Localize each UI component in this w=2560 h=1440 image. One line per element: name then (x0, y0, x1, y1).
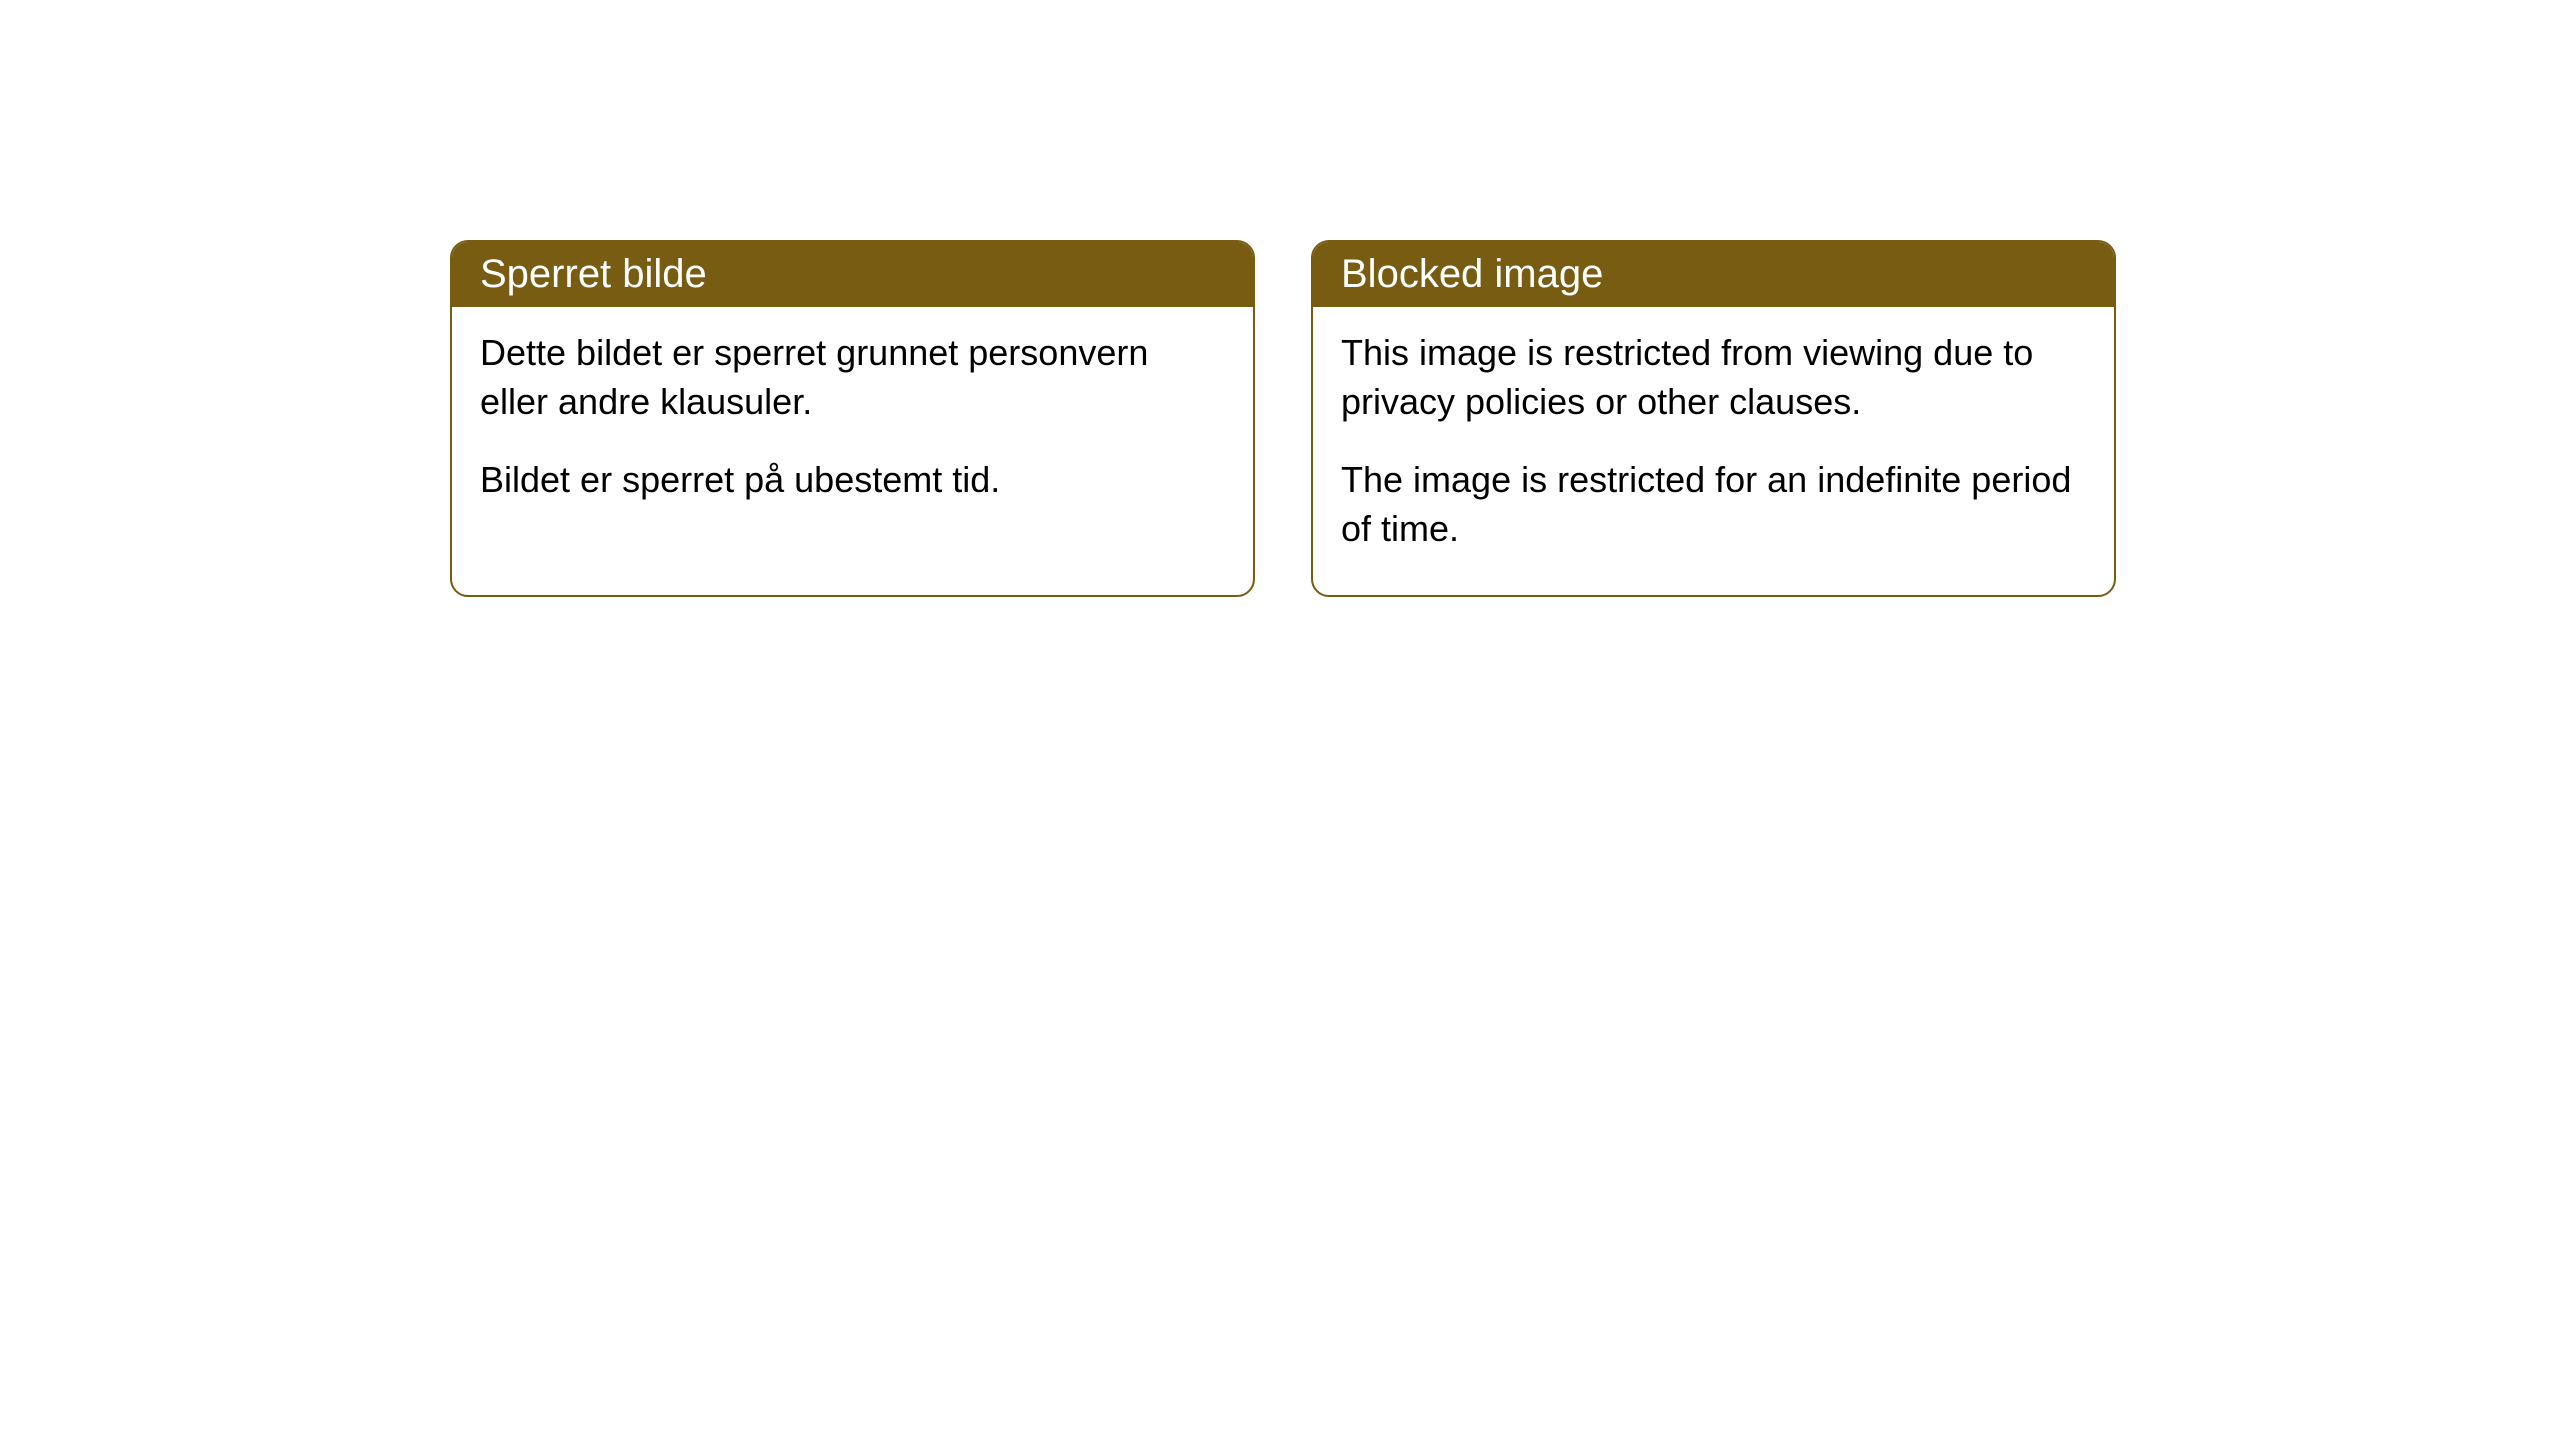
notice-card-english: Blocked image This image is restricted f… (1311, 240, 2116, 597)
card-paragraph: The image is restricted for an indefinit… (1341, 456, 2086, 553)
card-paragraph: This image is restricted from viewing du… (1341, 329, 2086, 426)
card-paragraph: Bildet er sperret på ubestemt tid. (480, 456, 1225, 505)
card-paragraph: Dette bildet er sperret grunnet personve… (480, 329, 1225, 426)
card-body: Dette bildet er sperret grunnet personve… (452, 307, 1253, 547)
card-body: This image is restricted from viewing du… (1313, 307, 2114, 595)
card-title: Blocked image (1313, 242, 2114, 307)
notice-card-norwegian: Sperret bilde Dette bildet er sperret gr… (450, 240, 1255, 597)
card-title: Sperret bilde (452, 242, 1253, 307)
notice-container: Sperret bilde Dette bildet er sperret gr… (450, 240, 2116, 597)
